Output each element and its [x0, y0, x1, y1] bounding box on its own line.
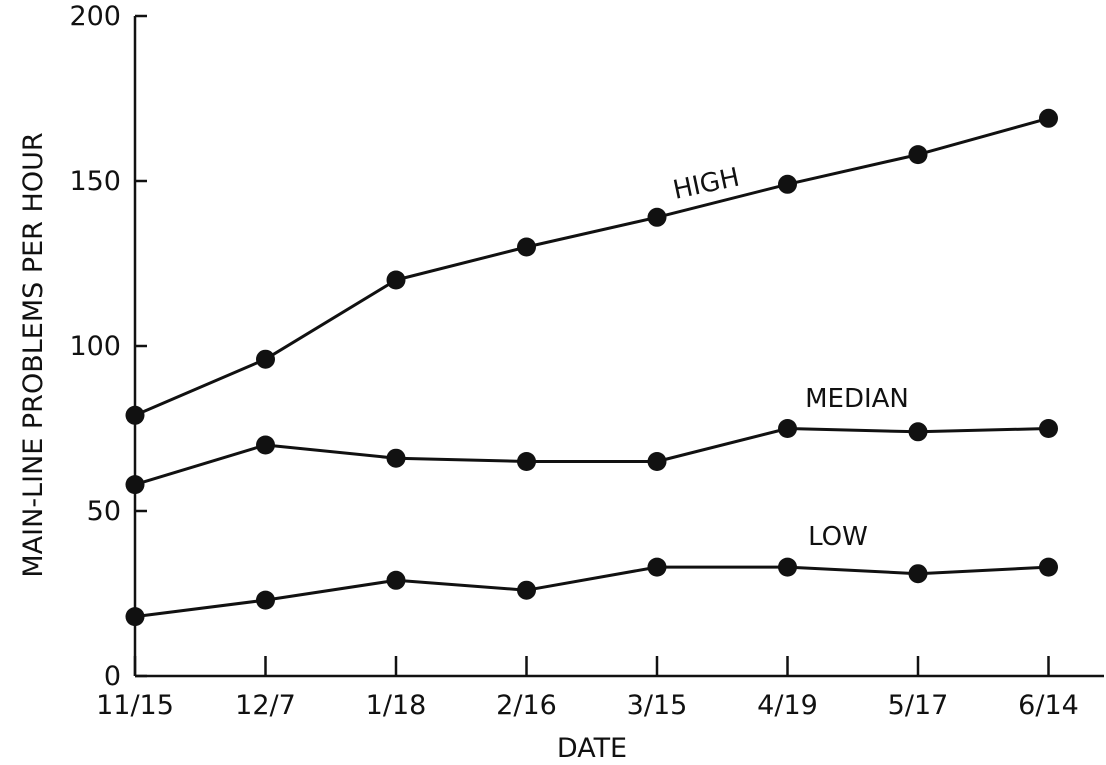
- series-median: MEDIAN: [125, 384, 1058, 495]
- x-tick-label: 4/19: [757, 690, 818, 721]
- x-tick-label: 3/15: [627, 690, 688, 721]
- data-point-low: [386, 570, 406, 590]
- data-point-low: [908, 564, 928, 584]
- x-axis-label: DATE: [557, 733, 627, 764]
- data-point-low: [517, 580, 536, 600]
- data-point-low: [125, 607, 145, 627]
- series-label-low: LOW: [808, 522, 868, 552]
- axes: [133, 16, 1104, 678]
- x-tick-label: 1/18: [366, 690, 427, 721]
- data-point-low: [256, 590, 275, 610]
- series-high: HIGH: [125, 108, 1058, 425]
- x-tick-label: 11/15: [96, 690, 174, 721]
- data-point-high: [647, 207, 667, 227]
- data-point-high: [386, 270, 406, 290]
- y-tick-label: 0: [104, 661, 121, 692]
- data-point-high: [778, 174, 797, 194]
- y-tick-label: 150: [69, 166, 121, 197]
- y-axis-ticks: 0 50 100 150 200: [69, 1, 147, 692]
- x-tick-label: 6/14: [1018, 690, 1079, 721]
- data-point-low: [1039, 557, 1058, 577]
- data-point-low: [647, 557, 667, 577]
- x-tick-label: 2/16: [496, 690, 557, 721]
- data-point-low: [778, 557, 797, 577]
- x-tick-label: 5/17: [888, 690, 949, 721]
- data-point-high: [1039, 108, 1058, 128]
- data-point-median: [125, 475, 145, 495]
- series-line-low: [134, 565, 1049, 619]
- data-point-median: [647, 452, 667, 471]
- data-point-median: [778, 419, 797, 438]
- data-point-median: [517, 452, 536, 471]
- data-point-high: [908, 145, 928, 165]
- series-label-median: MEDIAN: [805, 384, 909, 414]
- data-point-median: [908, 422, 928, 442]
- x-axis-ticks: 11/15 12/7 1/18 2/16 3/15 4/19 5/17 6/14: [96, 656, 1079, 721]
- x-tick-label: 12/7: [235, 690, 296, 721]
- series-low: LOW: [125, 522, 1058, 627]
- series-line-median: [134, 427, 1049, 487]
- data-point-high: [517, 237, 536, 257]
- y-tick-label: 50: [87, 496, 121, 527]
- y-tick-label: 200: [69, 1, 121, 32]
- series-line-high: [134, 116, 1049, 417]
- data-point-median: [386, 448, 406, 468]
- y-axis-label: MAIN-LINE PROBLEMS PER HOUR: [18, 132, 49, 577]
- y-tick-label: 100: [69, 331, 121, 362]
- data-point-high: [256, 349, 275, 369]
- data-point-median: [1039, 419, 1058, 438]
- data-point-high: [125, 405, 145, 425]
- data-point-median: [256, 435, 275, 455]
